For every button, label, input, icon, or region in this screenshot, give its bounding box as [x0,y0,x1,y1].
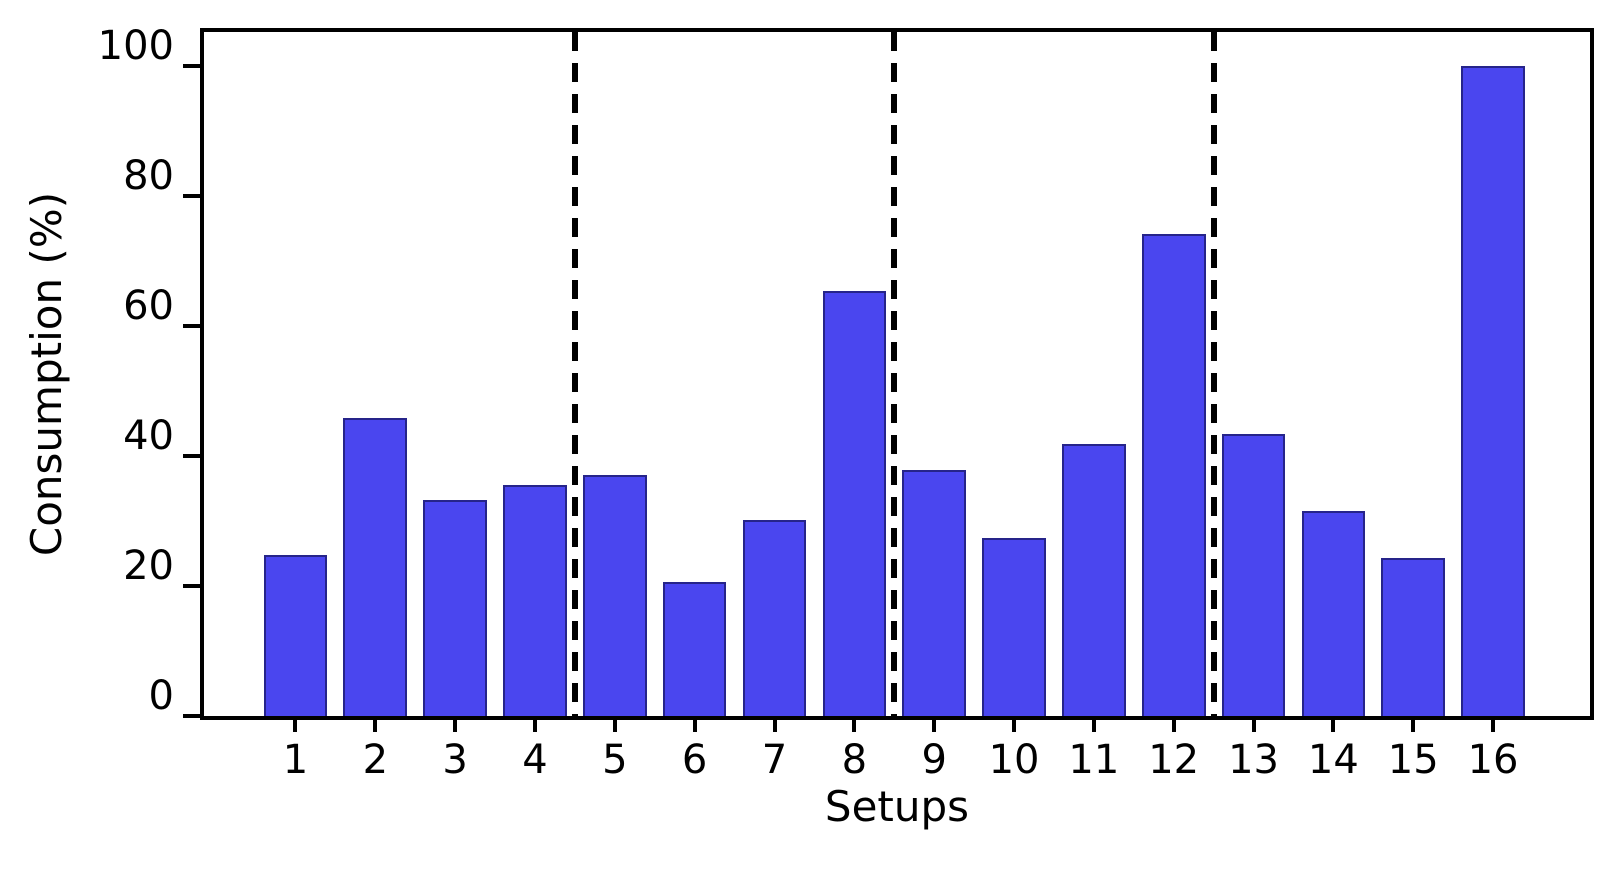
x-tick-label-7: 7 [761,737,788,783]
y-tick-label: 60 [123,282,174,329]
x-tick-label-14: 14 [1307,737,1359,783]
x-tick-mark [1331,716,1336,732]
x-tick-mark [293,716,298,732]
x-tick-mark [1091,716,1096,732]
y-tick-label: 20 [123,542,174,589]
bar-setup-11 [1062,444,1126,716]
bar-setup-6 [662,582,727,716]
y-tick-mark [183,193,200,198]
group-divider-dashed-line [891,32,898,716]
bar-setup-16 [1461,65,1525,716]
y-tick-mark [183,323,200,328]
x-tick-label-1: 1 [282,737,309,783]
x-tick-mark [1411,716,1416,732]
x-tick-mark [1012,716,1017,732]
x-axis-title: Setups [824,782,970,831]
plot-area: 0 20 40 60 80 100 1 2 3 4 5 6 7 8 9 10 11 12 13 14 15 16 [98,26,1594,780]
bar-setup-2 [343,417,408,716]
x-tick-label-3: 3 [442,737,468,783]
bar-setup-10 [982,537,1046,716]
x-tick-mark [852,716,857,732]
bar-setup-5 [583,475,647,716]
x-tick-label-9: 9 [921,737,947,783]
bar-setup-7 [742,519,807,716]
x-tick-mark [932,716,937,732]
x-tick-mark [373,716,378,732]
bar-setup-1 [263,555,328,716]
x-tick-label-8: 8 [841,737,868,783]
bar-setup-4 [503,485,567,716]
x-tick-label-6: 6 [681,737,708,783]
y-tick-mark [183,714,200,718]
x-tick-mark [612,716,617,732]
x-tick-label-13: 13 [1228,737,1279,783]
x-tick-mark [532,716,537,732]
group-divider-dashed-line [1210,32,1217,716]
y-tick-mark [183,453,200,458]
x-tick-mark [692,716,697,732]
bar-setup-15 [1381,558,1446,716]
x-tick-mark [453,716,458,732]
x-tick-mark [772,716,777,732]
bar-setup-8 [822,290,887,716]
x-tick-label-10: 10 [988,737,1040,783]
y-tick-mark [183,63,200,68]
x-tick-mark [1171,716,1176,732]
x-tick-label-4: 4 [522,737,548,783]
x-tick-label-12: 12 [1148,737,1200,783]
x-tick-mark [1251,716,1256,732]
x-tick-label-15: 15 [1387,737,1439,783]
y-tick-label: 0 [148,673,174,719]
x-tick-label-5: 5 [602,737,628,783]
x-tick-label-2: 2 [362,737,389,783]
bar-setup-13 [1221,433,1286,716]
x-tick-label-11: 11 [1068,737,1120,783]
bar-setup-14 [1301,510,1366,716]
bar-setup-12 [1141,233,1206,716]
group-divider-dashed-line [571,32,578,716]
x-tick-label-16: 16 [1467,737,1519,783]
y-tick-label: 40 [123,412,174,459]
y-tick-label: 100 [97,22,174,69]
y-tick-mark [183,583,200,588]
y-tick-label: 80 [123,152,174,199]
x-tick-mark [1491,716,1496,732]
bar-setup-9 [902,469,966,716]
bar-setup-3 [423,499,487,716]
y-axis-title: Consumption (%) [22,191,71,557]
